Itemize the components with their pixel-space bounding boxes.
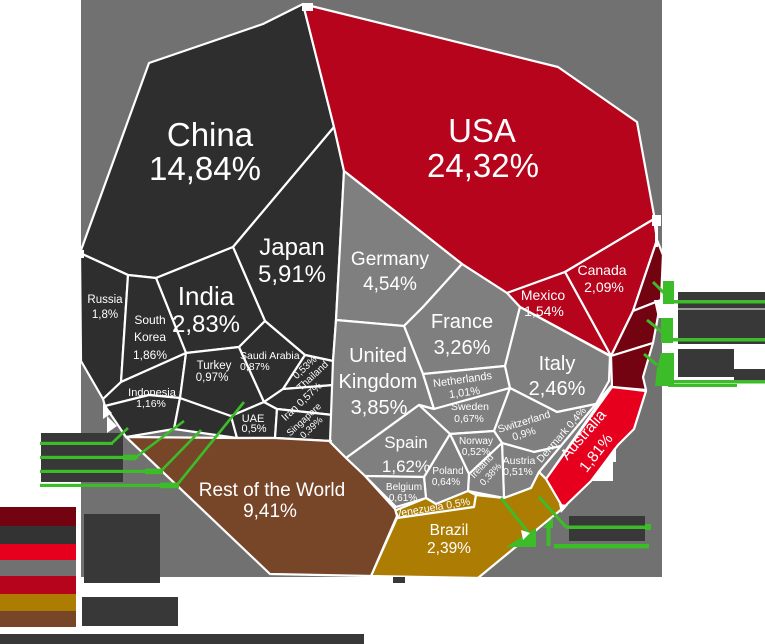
svg-text:5,91%: 5,91%	[258, 261, 326, 288]
svg-text:South: South	[134, 313, 165, 327]
svg-text:0,52%: 0,52%	[462, 447, 490, 458]
svg-text:France: France	[431, 311, 493, 333]
svg-text:0,97%: 0,97%	[196, 372, 229, 384]
svg-text:Russia: Russia	[87, 294, 123, 306]
svg-text:4,54%: 4,54%	[363, 274, 417, 295]
svg-text:1,8%: 1,8%	[92, 309, 118, 321]
svg-text:1,86%: 1,86%	[133, 348, 167, 362]
svg-text:Canada: Canada	[577, 262, 626, 278]
svg-text:0,5%: 0,5%	[241, 423, 266, 435]
svg-text:2,09%: 2,09%	[584, 279, 624, 295]
svg-text:United: United	[349, 345, 407, 367]
svg-text:0,64%: 0,64%	[432, 477, 460, 488]
svg-text:1,62%: 1,62%	[382, 457, 430, 476]
svg-text:3,26%: 3,26%	[434, 337, 491, 359]
svg-text:Spain: Spain	[384, 433, 427, 452]
svg-text:Mexico: Mexico	[521, 287, 566, 303]
svg-text:Rest of the World: Rest of the World	[199, 480, 345, 501]
svg-text:0,87%: 0,87%	[240, 361, 270, 373]
svg-text:0,61%: 0,61%	[389, 493, 417, 504]
svg-text:Italy: Italy	[539, 353, 576, 375]
svg-text:Japan: Japan	[259, 234, 324, 261]
svg-text:Korea: Korea	[134, 330, 166, 344]
svg-text:3,85%: 3,85%	[351, 397, 408, 419]
svg-text:2,46%: 2,46%	[529, 378, 586, 400]
svg-text:Sweden: Sweden	[451, 401, 489, 413]
svg-text:1,16%: 1,16%	[136, 398, 166, 410]
svg-text:0,67%: 0,67%	[454, 413, 484, 425]
svg-text:Brazil: Brazil	[430, 522, 469, 539]
svg-text:0,51%: 0,51%	[503, 466, 533, 478]
svg-text:Norway: Norway	[459, 436, 493, 447]
svg-text:USA: USA	[448, 112, 516, 149]
svg-text:1,01%: 1,01%	[448, 385, 481, 401]
svg-text:India: India	[178, 281, 235, 311]
svg-text:9,41%: 9,41%	[243, 501, 297, 522]
svg-text:2,83%: 2,83%	[172, 311, 240, 338]
svg-text:Kingdom: Kingdom	[339, 371, 418, 393]
svg-text:Indonesia: Indonesia	[128, 387, 177, 399]
svg-text:2,39%: 2,39%	[427, 540, 471, 557]
svg-text:UAE: UAE	[242, 413, 265, 425]
svg-text:1,54%: 1,54%	[524, 303, 564, 319]
svg-text:Germany: Germany	[351, 249, 430, 270]
svg-text:24,32%: 24,32%	[427, 147, 539, 184]
svg-text:Belgium: Belgium	[386, 482, 422, 493]
svg-text:14,84%: 14,84%	[149, 150, 261, 187]
svg-text:China: China	[167, 116, 254, 153]
svg-text:Turkey: Turkey	[197, 360, 232, 372]
svg-text:Austria: Austria	[503, 455, 536, 467]
svg-text:Saudi Arabia: Saudi Arabia	[240, 350, 300, 362]
svg-text:Poland: Poland	[432, 466, 463, 477]
